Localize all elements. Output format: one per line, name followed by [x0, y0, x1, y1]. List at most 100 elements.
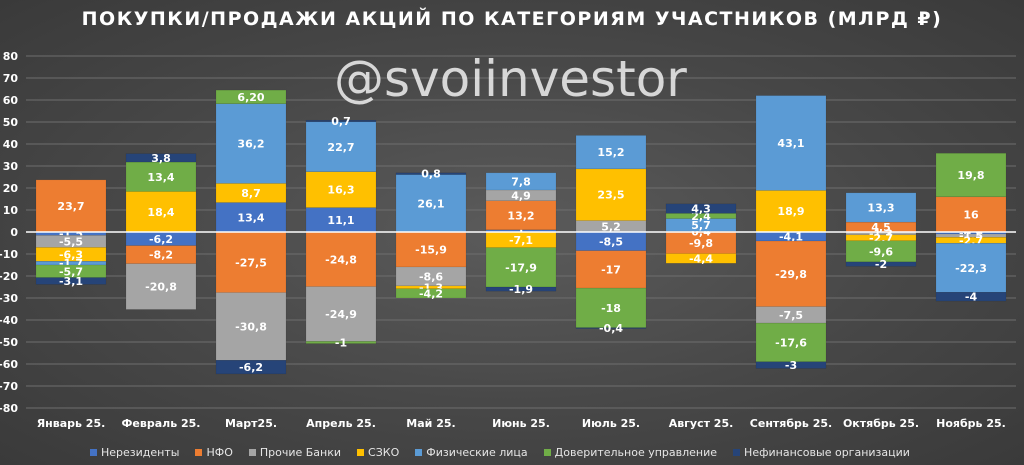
legend-swatch — [543, 449, 551, 456]
legend-swatch — [248, 449, 256, 456]
data-label: -8,5 — [599, 235, 623, 248]
bar-segment — [935, 242, 1007, 293]
data-label: 4,3 — [691, 203, 711, 216]
data-label: 19,8 — [957, 169, 984, 182]
legend-entry: Физические лица — [415, 446, 528, 459]
bar-segment — [305, 119, 377, 123]
legend: Нерезиденты НФО Прочие Банки СЗКО Физические… — [90, 446, 990, 459]
data-label: -5,7 — [59, 265, 83, 278]
data-label: -24,9 — [325, 308, 357, 321]
bar-segment — [125, 191, 197, 233]
data-label: 5,7 — [691, 219, 711, 232]
data-label: 16 — [963, 208, 979, 221]
data-label: 18,9 — [777, 205, 804, 218]
legend-swatch — [195, 449, 203, 456]
y-tick-label: 50 — [3, 116, 19, 129]
bar-segment — [755, 190, 827, 233]
data-label: 4,9 — [511, 189, 531, 202]
legend-entry: Нерезиденты — [90, 446, 179, 459]
bar-segment — [305, 171, 377, 208]
bar-segment — [395, 172, 467, 175]
legend-entry: Доверительное управление — [543, 446, 717, 459]
legend-label: Нерезиденты — [101, 446, 180, 459]
data-label: -2 — [875, 258, 887, 271]
bar-segment — [845, 192, 917, 223]
y-tick-label: 20 — [3, 182, 19, 195]
y-tick-label: -10 — [0, 248, 18, 261]
bar-segment — [485, 200, 557, 231]
bar-segment — [125, 161, 197, 192]
bar-segment — [35, 277, 107, 285]
bar-segment — [935, 292, 1007, 302]
bar-segment — [395, 285, 467, 290]
legend-label: Физические лица — [426, 446, 528, 459]
data-label: 7,8 — [511, 175, 531, 188]
data-label: -17,6 — [775, 336, 807, 349]
data-label: 23,5 — [597, 189, 624, 202]
data-label: 0,7 — [331, 115, 351, 128]
bar-segment — [575, 327, 647, 329]
x-tick-label: Март25. — [225, 417, 277, 430]
x-tick-label: Сентябрь 25. — [750, 417, 832, 430]
bar-segment — [575, 135, 647, 170]
data-label: 13,3 — [867, 201, 894, 214]
y-tick-label: -80 — [0, 402, 18, 415]
bar-segment — [215, 103, 287, 184]
data-label: 6,20 — [237, 91, 264, 104]
x-tick-label: Февраль 25. — [122, 417, 201, 430]
data-label: -1 — [335, 336, 347, 349]
y-tick-label: -40 — [0, 314, 18, 327]
y-tick-label: 80 — [3, 50, 19, 63]
data-label: -7,1 — [509, 234, 533, 247]
x-tick-label: Июль 25. — [582, 417, 640, 430]
x-tick-label: Январь 25. — [37, 417, 106, 430]
bar-segment — [485, 172, 557, 191]
bar-segment — [215, 202, 287, 233]
data-label: -9,8 — [689, 237, 713, 250]
data-label: -8,2 — [149, 249, 173, 262]
data-label: 22,7 — [327, 141, 354, 154]
bar-segment — [485, 247, 557, 288]
bar-segment — [215, 360, 287, 375]
x-tick-label: Июнь 25. — [492, 417, 550, 430]
bar-segment — [305, 341, 377, 344]
data-label: 13,4 — [147, 171, 174, 184]
x-tick-label: Октябрь 25. — [843, 417, 919, 430]
x-tick-label: Ноябрь 25. — [936, 417, 1006, 430]
data-label: -4 — [965, 291, 978, 304]
data-label: -17 — [601, 263, 621, 276]
y-tick-label: 0 — [10, 226, 18, 239]
data-label: -1,9 — [509, 283, 533, 296]
y-tick-label: -20 — [0, 270, 18, 283]
legend-entry: НФО — [195, 446, 233, 459]
chart-title: ПОКУПКИ/ПРОДАЖИ АКЦИЙ ПО КАТЕГОРИЯМ УЧАС… — [81, 8, 943, 30]
y-tick-label: -70 — [0, 380, 18, 393]
y-tick-label: -30 — [0, 292, 18, 305]
bar-segment — [305, 121, 377, 172]
y-tick-label: 30 — [3, 160, 19, 173]
bar-segment — [35, 179, 107, 233]
data-label: -24,8 — [325, 253, 357, 266]
bar-segment — [575, 287, 647, 328]
data-label: -22,3 — [955, 262, 987, 275]
y-tick-label: 40 — [3, 138, 19, 151]
legend-label: Прочие Банки — [259, 446, 342, 459]
bar-segment — [575, 250, 647, 289]
bar-segment — [665, 253, 737, 264]
bar-segment — [305, 286, 377, 342]
legend-entry: СЗКО — [357, 446, 399, 459]
bar-segment — [395, 174, 467, 233]
legend-swatch — [415, 449, 423, 456]
legend-label: НФО — [206, 446, 233, 459]
bar-segment — [125, 263, 197, 310]
legend-label: СЗКО — [368, 446, 400, 459]
bar-segment — [305, 207, 377, 233]
data-label: 13,2 — [507, 209, 534, 222]
data-label: -15,9 — [415, 243, 447, 256]
data-label: -6,2 — [149, 233, 173, 246]
bar-segment — [575, 168, 647, 221]
data-label: -30,8 — [235, 320, 267, 333]
data-label: -29,8 — [775, 268, 807, 281]
y-tick-label: -60 — [0, 358, 18, 371]
